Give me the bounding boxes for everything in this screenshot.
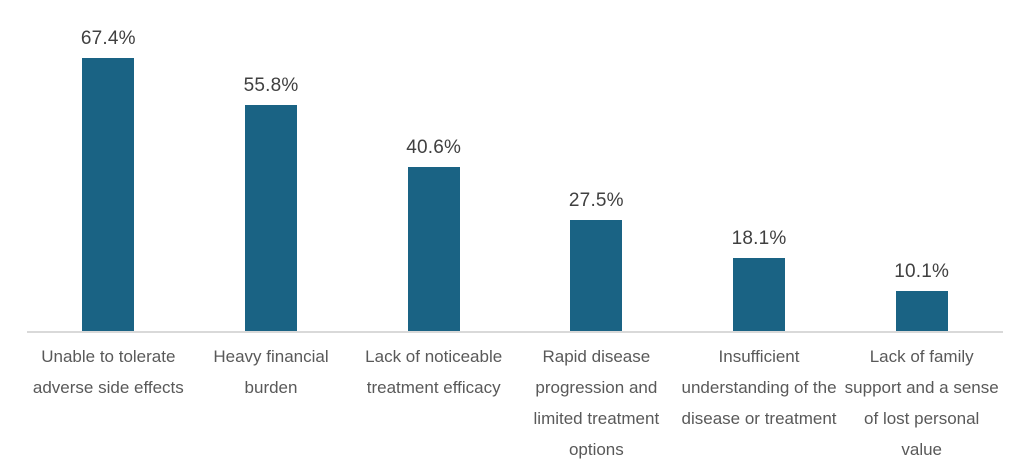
bar-slot: 27.5% [515, 0, 678, 332]
bar [245, 105, 297, 332]
bars-row: 67.4% 55.8% 40.6% 27.5% 18.1% 10.1% [27, 0, 1003, 332]
category-label: Rapid disease progression and limited tr… [533, 347, 660, 459]
bar-value-label: 27.5% [568, 190, 624, 211]
bar-value-label: 40.6% [406, 137, 462, 158]
bar-value-label: 10.1% [894, 261, 950, 282]
category-label: Insufficient understanding of the diseas… [681, 347, 837, 428]
bar [407, 167, 460, 332]
bar [733, 258, 786, 332]
category-label: Lack of family support and a sense of lo… [844, 347, 999, 459]
bar-value-label: 18.1% [731, 228, 787, 249]
plot-area: 67.4% 55.8% 40.6% 27.5% 18.1% 10.1% [27, 0, 1003, 333]
category-label: Unable to tolerate adverse side effects [32, 347, 184, 397]
bar [82, 58, 135, 332]
bar-slot: 55.8% [190, 0, 353, 332]
bar-slot: 18.1% [678, 0, 841, 332]
bar-slot: 67.4% [27, 0, 190, 332]
bar [895, 291, 948, 332]
bar-slot: 10.1% [840, 0, 1003, 332]
x-axis-line [27, 331, 1003, 333]
category-labels-row: Unable to tolerate adverse side effects H… [27, 341, 1003, 465]
bar-value-label: 67.4% [80, 28, 136, 49]
bar [570, 220, 623, 332]
bar-value-label: 55.8% [243, 75, 299, 96]
category-label: Heavy financial burden [213, 347, 329, 397]
bar-slot: 40.6% [352, 0, 515, 332]
category-label: Lack of noticeable treatment efficacy [365, 347, 503, 397]
